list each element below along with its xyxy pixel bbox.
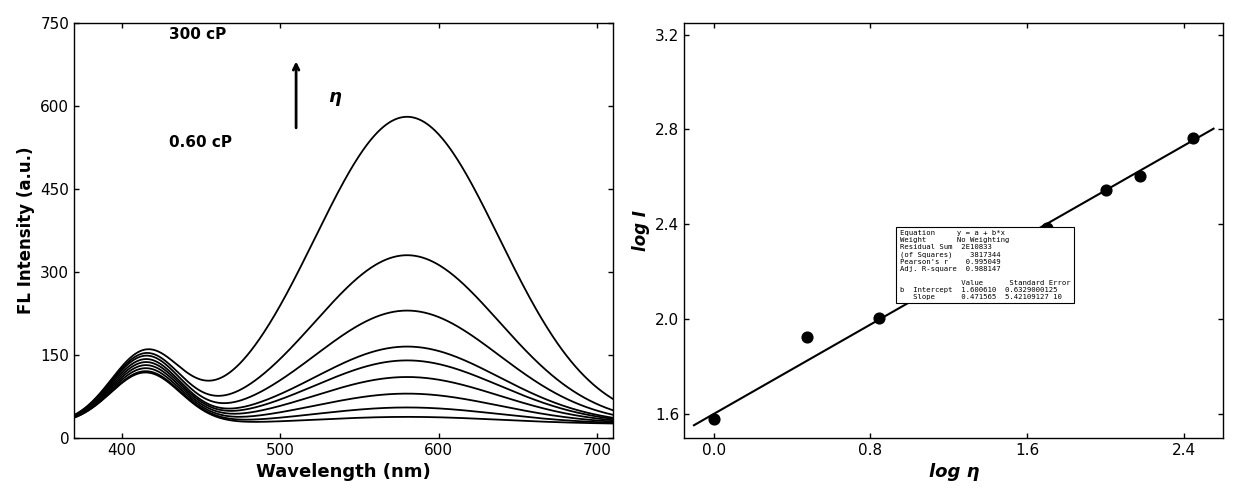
Point (1131, 172, 1151, 180)
Y-axis label: log I: log I (631, 210, 650, 250)
Text: 0.60 cP: 0.60 cP (169, 134, 232, 149)
X-axis label: Wavelength (nm): Wavelength (nm) (257, 463, 432, 482)
Point (1037, 224, 1056, 232)
Point (993, 232, 1013, 240)
Text: Equation     y = a + b*x
Weight       No Weighting
Residual Sum  2E10833
(of Squ: Equation y = a + b*x Weight No Weighting… (900, 230, 1070, 300)
Text: η: η (327, 89, 341, 107)
Point (1096, 186, 1116, 194)
Text: 300 cP: 300 cP (169, 27, 227, 42)
Y-axis label: FL Intensity (a.u.): FL Intensity (a.u.) (16, 146, 35, 314)
Point (869, 314, 889, 322)
Point (797, 333, 817, 341)
Point (1183, 134, 1203, 142)
Point (962, 237, 982, 245)
X-axis label: log η: log η (929, 463, 980, 482)
Point (703, 415, 723, 423)
